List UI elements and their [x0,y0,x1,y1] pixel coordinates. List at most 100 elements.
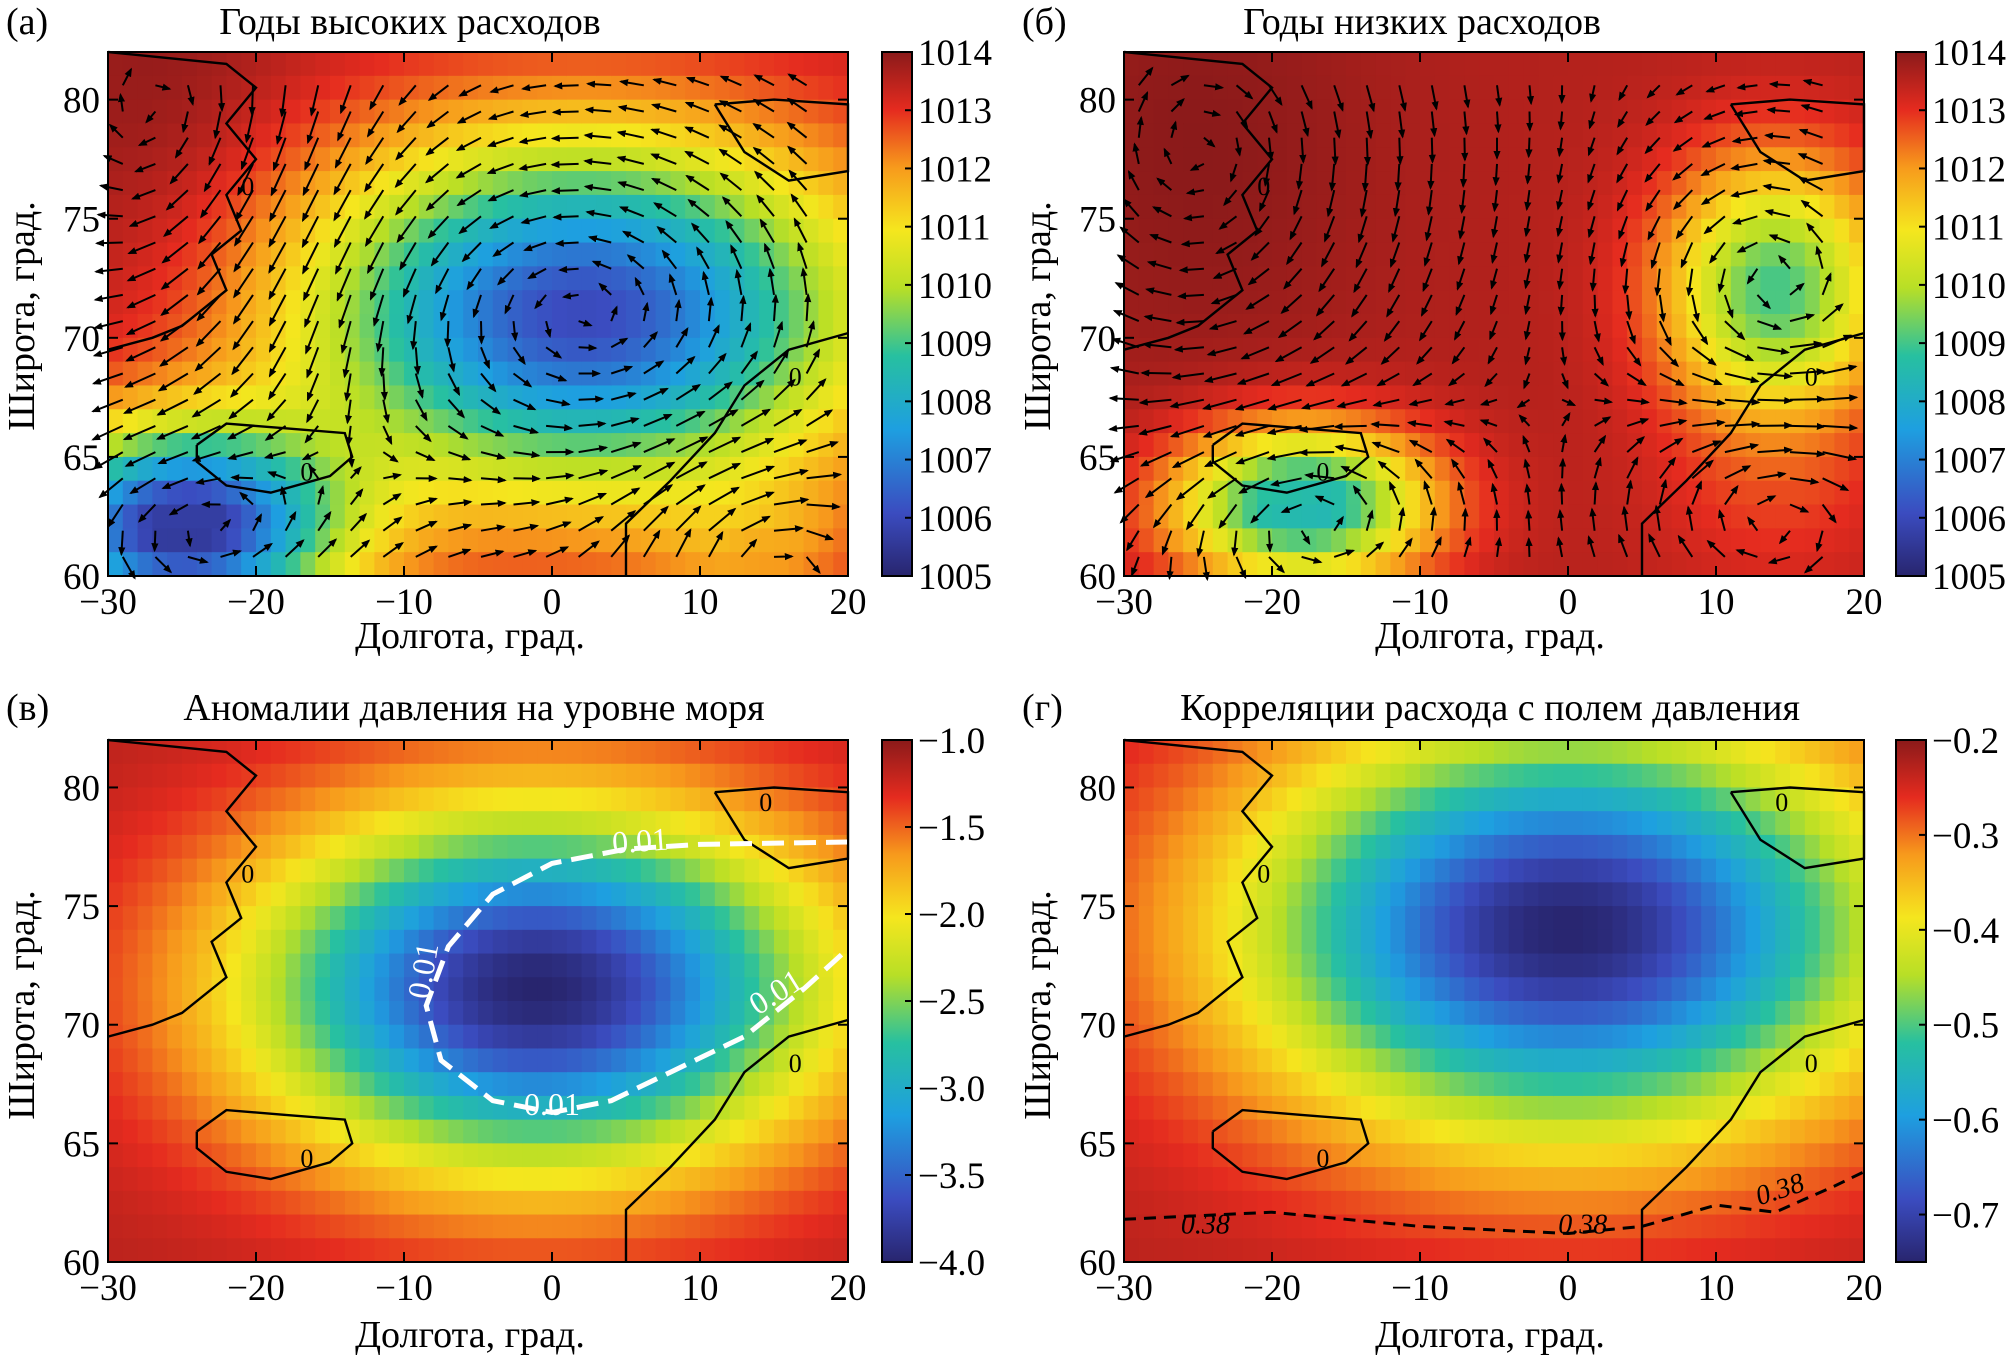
heat-cell [1627,218,1643,244]
panel-d: (г) Корреляции расхода с полем давления … [1017,687,1999,1356]
heat-cell [1405,528,1421,553]
heat-cell [670,929,686,955]
heat-cell [1494,194,1510,220]
heat-cell [818,1095,834,1121]
wind-vector [395,189,417,216]
heat-cell [1138,953,1155,978]
heat-cell [537,218,553,244]
x-tick-label: 20 [830,1268,867,1309]
heat-cell [1582,409,1599,434]
heat-cell [537,1238,553,1263]
heat-cell [1834,409,1850,434]
heat-cell [404,1001,420,1026]
heat-cell [1523,929,1539,955]
heat-cell [108,834,124,860]
heat-cell [167,906,183,931]
heat-cell [566,266,583,291]
heat-cell [285,123,301,148]
heat-cell [1360,1072,1377,1097]
heat-cell [1301,1048,1317,1073]
heat-cell [1494,52,1510,77]
heat-cell [1183,1119,1199,1144]
heat-cell [433,361,449,387]
heat-cell [640,763,657,789]
heat-cell [315,977,331,1002]
wind-vector [661,249,678,270]
heat-cell [389,953,405,978]
heat-cell [626,1167,642,1192]
heat-cell [492,858,509,883]
heat-cell [285,52,301,77]
heat-cell [256,242,272,267]
heat-cell [581,1190,597,1216]
heat-cell [1360,242,1377,267]
wind-vector [458,84,482,97]
heat-cell [1316,290,1332,315]
heat-cell [389,361,405,387]
heat-cell [1686,52,1702,77]
heat-cell [1494,337,1510,363]
heat-cell [1375,337,1391,363]
heat-cell [1701,504,1717,529]
heat-cell [256,99,272,125]
heat-cell [626,337,642,363]
wind-vector [345,425,353,447]
heat-cell [344,194,361,220]
heat-cell [640,147,657,172]
heat-cell [300,977,316,1002]
heat-cell [152,1024,168,1050]
heat-cell [655,1072,671,1097]
heat-cell [359,811,375,836]
heat-cell [1642,552,1658,577]
heat-cell [1508,858,1525,883]
heat-cell [433,123,449,148]
plot-frame [107,51,849,577]
heat-cell [1449,1072,1465,1097]
wind-vector [304,425,319,444]
wind-vector [306,373,320,402]
heat-cell [418,194,435,220]
heat-cell [507,528,523,553]
heat-cell [670,123,686,148]
heat-cell [1360,1214,1377,1239]
heat-cell [492,1214,509,1239]
heat-cell [1479,811,1495,836]
heat-cell [478,552,494,577]
heat-cell [374,858,390,883]
heat-cell [152,552,168,577]
heat-cell [1153,290,1169,315]
panel-a: (а) Годы высоких расходов 000 6065707580… [1,1,992,657]
heat-cell [1242,314,1258,339]
heat-cell [137,171,153,196]
heat-cell [1508,504,1525,529]
heat-cell [122,480,139,506]
wind-vector [239,491,254,506]
heat-cell [1124,1119,1140,1144]
heat-cell [182,456,198,482]
heat-cell [759,1238,775,1263]
heat-cell [463,834,479,860]
heat-cell [1612,266,1628,291]
heat-cell [492,1190,509,1216]
heat-cell [759,552,775,577]
heat-cell [714,977,731,1002]
heat-cell [1804,266,1821,291]
wind-vector [1557,294,1565,316]
heat-cell [1434,882,1451,907]
heat-cell [359,1167,375,1192]
heat-cell [655,409,671,434]
wind-vector [523,241,547,252]
heat-cell [196,882,213,907]
heat-cell [1390,552,1406,577]
heat-cell [1775,290,1791,315]
heat-cell [1671,314,1687,339]
heat-cell [1227,218,1243,244]
heat-cell [270,1048,287,1073]
heat-cell [300,504,316,529]
heat-cell [478,409,494,434]
heat-cell [167,811,183,836]
heat-cell [700,1024,716,1050]
heat-cell [1138,171,1155,196]
heat-cell [256,1072,272,1097]
heat-cell [463,456,479,482]
